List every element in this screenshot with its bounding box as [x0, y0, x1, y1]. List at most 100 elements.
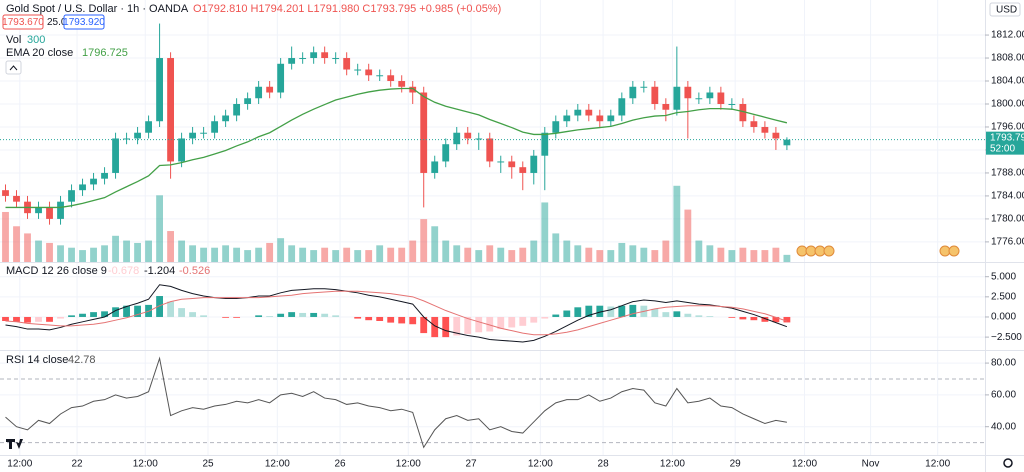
- volume-bar: [255, 247, 263, 262]
- candle-body: [442, 144, 450, 162]
- y-tick-label: 80.00: [991, 358, 1016, 369]
- candle-body: [629, 86, 637, 99]
- macd-histogram-bar: [706, 316, 714, 317]
- candle-body: [706, 92, 714, 99]
- volume-bar: [651, 250, 659, 262]
- macd-histogram-bar: [728, 316, 736, 318]
- volume-legend: Vol: [6, 34, 21, 46]
- candle-body: [398, 81, 406, 87]
- sell-box[interactable]: [2, 14, 44, 30]
- candle-body: [167, 58, 174, 162]
- macd-histogram-bar: [277, 313, 285, 317]
- macd-histogram-bar: [57, 316, 64, 319]
- volume-bar: [90, 247, 97, 262]
- macd-histogram-bar: [200, 315, 208, 317]
- y-tick-label: 2.500: [991, 291, 1016, 302]
- macd-histogram-bar: [178, 308, 186, 317]
- y-tick-label: 0.000: [991, 312, 1016, 323]
- candle-body: [90, 178, 97, 185]
- candle-body: [497, 161, 505, 163]
- macd-histogram-bar: [46, 316, 53, 322]
- macd-histogram-bar: [552, 314, 560, 317]
- volume-bar: [178, 240, 186, 262]
- candle-body: [464, 132, 472, 139]
- macd-histogram-bar: [541, 316, 549, 319]
- volume-bar: [222, 245, 230, 262]
- settings-icon[interactable]: [1003, 458, 1013, 468]
- candle-body: [211, 121, 219, 133]
- candle-body: [662, 103, 670, 110]
- macd-histogram-bar: [134, 305, 141, 317]
- plot-area: [0, 0, 985, 455]
- x-tick-label: 12:00: [792, 459, 817, 470]
- x-tick-label: 27: [465, 459, 477, 470]
- x-tick-label: 12:00: [7, 459, 32, 470]
- candle-body: [332, 58, 340, 60]
- macd-histogram-bar: [739, 316, 747, 320]
- y-tick-label: 1800.000: [991, 99, 1024, 110]
- volume-bar: [772, 247, 780, 262]
- volume-bar: [13, 226, 20, 262]
- volume-bar: [519, 247, 527, 262]
- y-tick-label: 1784.000: [991, 191, 1024, 202]
- volume-bar: [673, 185, 681, 262]
- buy-box[interactable]: [63, 14, 105, 30]
- volume-bar: [57, 245, 64, 262]
- volume-bar: [640, 247, 648, 262]
- macd-histogram-bar: [398, 316, 406, 324]
- macd-histogram-bar: [563, 310, 571, 317]
- macd-histogram-bar: [464, 316, 472, 334]
- candle-body: [123, 138, 130, 140]
- currency-box[interactable]: [989, 2, 1021, 17]
- candle-body: [134, 132, 141, 139]
- macd-histogram-bar: [519, 316, 527, 326]
- volume-bar: [464, 247, 472, 262]
- x-tick-label: 29: [730, 459, 742, 470]
- macd-histogram-bar: [321, 313, 329, 317]
- x-tick-label: 12:00: [528, 459, 553, 470]
- volume-bar: [596, 250, 604, 262]
- spread: 25.0: [47, 17, 67, 28]
- currency[interactable]: USD: [996, 5, 1017, 16]
- volume-bar: [321, 247, 329, 262]
- candle-body: [563, 115, 571, 122]
- candle-body: [486, 138, 494, 162]
- candle-body: [420, 92, 428, 173]
- macd-histogram-bar: [2, 316, 9, 321]
- candle-body: [530, 155, 538, 173]
- volume-bar: [387, 247, 395, 262]
- candle-body: [178, 138, 186, 162]
- volume-bar: [574, 245, 582, 262]
- candle-body: [453, 132, 461, 145]
- candle-body: [68, 190, 75, 202]
- macd-histogram-bar: [24, 316, 31, 323]
- y-tick-label: 1780.000: [991, 214, 1024, 225]
- buy-price[interactable]: 1793.920: [63, 17, 105, 28]
- volume-bar: [607, 250, 615, 262]
- macd-histogram-bar: [585, 305, 593, 317]
- x-tick-label: 22: [71, 459, 83, 470]
- volume-value: 300: [27, 34, 45, 46]
- macd-legend: MACD 12 26 close 9: [6, 265, 107, 277]
- macd-histogram-bar: [156, 296, 163, 317]
- macd-histogram-bar: [288, 312, 296, 317]
- macd-histogram-bar: [453, 316, 461, 336]
- volume-bar: [662, 240, 670, 262]
- macd-histogram-bar: [651, 308, 659, 317]
- rsi-legend: RSI 14 close: [6, 354, 68, 366]
- sell-price[interactable]: 1793.670: [2, 17, 44, 28]
- volume-bar: [310, 250, 318, 262]
- macd-hist-value: -0.678: [108, 265, 139, 277]
- ema-value: 1796.725: [82, 47, 128, 59]
- volume-bar: [288, 245, 296, 262]
- volume-bar: [475, 250, 483, 262]
- signal-line: [5, 290, 788, 336]
- candle-body: [277, 63, 285, 93]
- ohlc-readout: O1792.810 H1794.201 L1791.980 C1793.795 …: [193, 3, 501, 15]
- volume-bar: [497, 247, 505, 262]
- macd-histogram-bar: [376, 316, 384, 321]
- y-tick-label: 1788.000: [991, 168, 1024, 179]
- collapse-button[interactable]: [5, 60, 22, 75]
- macd-histogram-bar: [255, 315, 263, 317]
